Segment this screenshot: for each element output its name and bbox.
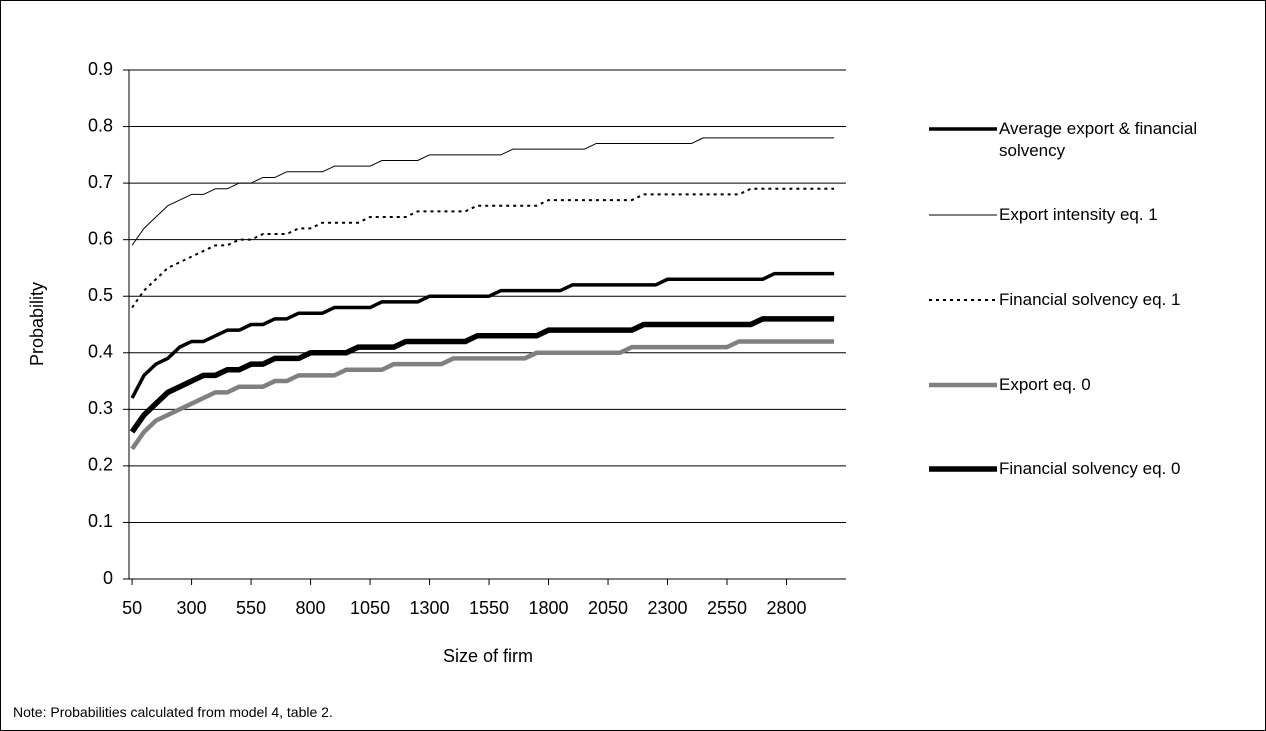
legend-label: Export intensity eq. 1 [999,205,1158,224]
series-line [131,137,835,246]
x-axis-title: Size of firm [443,646,533,666]
x-tick-label: 1300 [410,598,450,618]
legend-entry: Financial solvency eq. 0 [929,458,1261,480]
y-tick-label: 0.4 [88,342,113,362]
legend-label: Financial solvency eq. 1 [999,290,1181,309]
legend-swatch [929,382,997,388]
y-tick-label: 0.6 [88,228,113,248]
x-tick-label: 2800 [766,598,806,618]
x-tick-label: 2300 [647,598,687,618]
x-tick-label: 2550 [707,598,747,618]
x-tick-label: 1800 [529,598,569,618]
legend-swatch [929,299,997,301]
x-tick-label: 800 [296,598,326,618]
y-tick-label: 0.3 [88,398,113,418]
x-tick-label: 50 [122,598,142,618]
series-line [130,339,835,451]
y-tick-label: 0.1 [88,511,113,531]
series-line [130,271,835,399]
x-tick-label: 300 [177,598,207,618]
legend-entry: Average export & financial solvency [929,118,1261,162]
legend-label: Export eq. 0 [999,375,1091,394]
note: Note: Probabilities calculated from mode… [13,704,333,720]
legend-swatch [929,127,997,131]
legend-entry: Financial solvency eq. 1 [929,289,1261,311]
y-axis-title: Probability [27,282,47,366]
legend-entry: Export intensity eq. 1 [929,204,1261,226]
x-tick-label: 550 [236,598,266,618]
y-tick-label: 0.9 [88,59,113,79]
x-tick-label: 1550 [469,598,509,618]
legend-swatch [929,466,997,472]
series-line [131,187,835,309]
x-tick-label: 2050 [588,598,628,618]
y-tick-label: 0 [103,568,113,588]
y-tick-label: 0.2 [88,455,113,475]
y-tick-label: 0.8 [88,115,113,135]
legend-label: Average export & financial solvency [999,119,1198,160]
y-tick-label: 0.5 [88,285,113,305]
legend-swatch [929,214,997,216]
y-tick-label: 0.7 [88,172,113,192]
legend-label: Financial solvency eq. 0 [999,459,1181,478]
legend-entry: Export eq. 0 [929,374,1261,396]
x-tick-label: 1050 [350,598,390,618]
series-line [129,316,835,434]
